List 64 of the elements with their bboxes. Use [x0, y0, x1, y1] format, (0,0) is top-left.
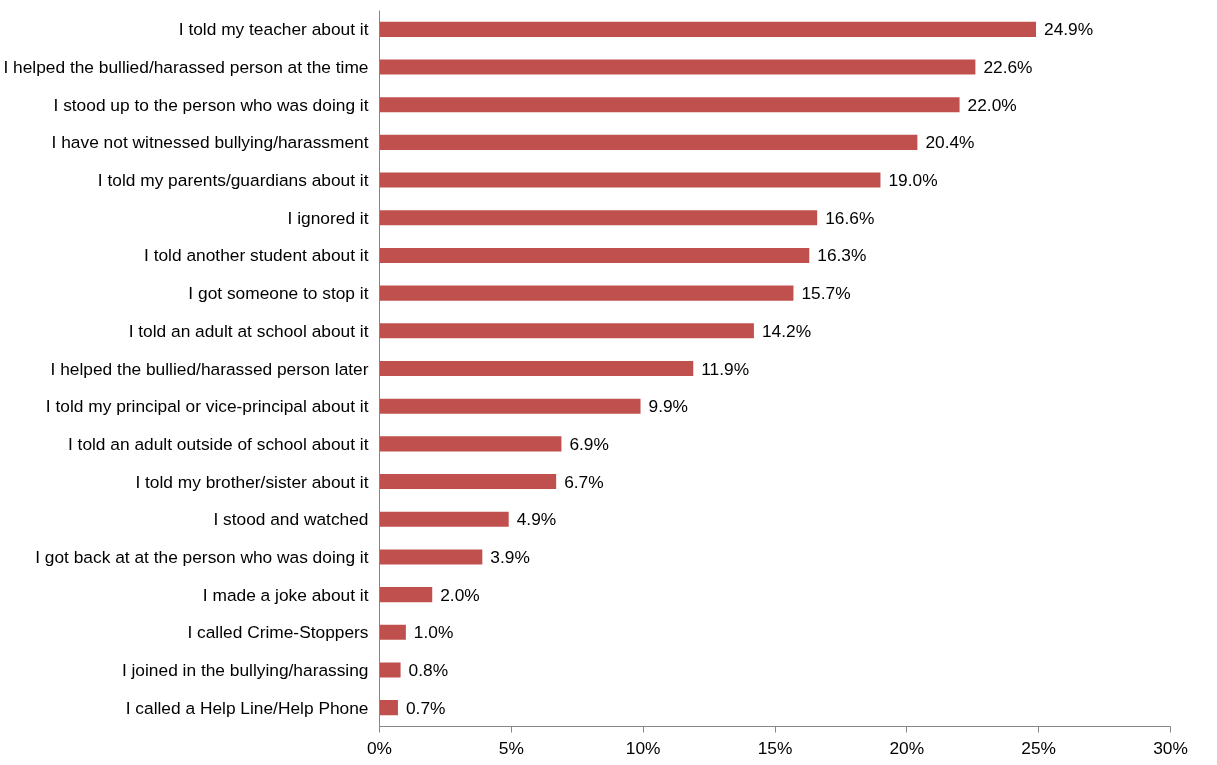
- bar: [379, 134, 918, 150]
- bar: [379, 21, 1037, 37]
- y-tick-label: I have not witnessed bullying/harassment: [51, 132, 369, 153]
- y-tick-label: I got someone to stop it: [188, 283, 369, 304]
- bar: [379, 323, 754, 339]
- y-tick-label: I called Crime-Stoppers: [187, 622, 369, 643]
- data-label: 16.3%: [817, 245, 867, 266]
- data-label: 6.7%: [564, 471, 604, 492]
- bar: [379, 662, 401, 678]
- data-label: 0.8%: [408, 659, 449, 680]
- y-tick-label: I told an adult outside of school about it: [67, 433, 369, 454]
- y-tick-label: I told another student about it: [144, 245, 369, 266]
- data-label: 19.0%: [888, 170, 938, 191]
- y-tick-label: I told an adult at school about it: [128, 320, 369, 341]
- y-tick-label: I joined in the bullying/harassing: [121, 659, 369, 680]
- y-tick-label: I told my parents/guardians about it: [97, 170, 369, 191]
- bar: [379, 398, 641, 414]
- data-label: 3.9%: [490, 546, 530, 567]
- bar: [379, 511, 509, 527]
- data-label: 16.6%: [825, 207, 875, 228]
- bar: [379, 624, 406, 640]
- bar: [379, 172, 881, 188]
- y-tick-label: I helped the bullied/harassed person later: [50, 358, 369, 379]
- data-label: 2.0%: [440, 584, 480, 605]
- y-tick-label: I ignored it: [287, 207, 369, 228]
- bar: [379, 549, 483, 565]
- x-tick-label: 10%: [625, 737, 661, 758]
- bar: [379, 285, 794, 301]
- y-tick-label: I made a joke about it: [202, 584, 369, 605]
- y-tick-label: I told my brother/sister about it: [135, 471, 369, 492]
- data-label: 22.6%: [983, 57, 1033, 78]
- bar: [379, 360, 694, 377]
- bar: [379, 59, 976, 75]
- x-tick-label: 5%: [498, 737, 524, 758]
- data-label: 22.0%: [967, 94, 1017, 115]
- x-tick-label: 15%: [757, 737, 793, 758]
- data-label: 1.0%: [413, 622, 454, 643]
- x-tick-label: 0%: [366, 737, 393, 758]
- y-tick-label: I stood and watched: [213, 509, 369, 530]
- y-tick-label: I got back at at the person who was doing it: [35, 546, 369, 567]
- bar: [379, 436, 562, 452]
- x-tick-label: 30%: [1153, 737, 1188, 758]
- bar: [379, 700, 398, 716]
- bar: [379, 247, 810, 263]
- x-tick-label: 25%: [1021, 737, 1057, 758]
- y-tick-label: I told my principal or vice-principal about it: [45, 396, 369, 417]
- data-label: 6.9%: [569, 433, 609, 454]
- data-label: 14.2%: [761, 320, 812, 341]
- data-label: 11.9%: [701, 358, 750, 379]
- x-tick-label: 20%: [889, 737, 925, 758]
- y-tick-label: I called a Help Line/Help Phone: [125, 697, 369, 718]
- data-label: 0.7%: [405, 697, 446, 718]
- data-label: 15.7%: [801, 283, 851, 304]
- data-label: 4.9%: [516, 509, 557, 530]
- bar: [379, 474, 557, 490]
- y-tick-label: I helped the bullied/harassed person at the time: [3, 57, 369, 78]
- y-tick-label: I told my teacher about it: [178, 19, 369, 40]
- bar: [379, 587, 433, 603]
- bar: [379, 210, 818, 226]
- data-label: 24.9%: [1044, 19, 1094, 40]
- y-tick-label: I stood up to the person who was doing it: [53, 94, 369, 115]
- data-label: 20.4%: [925, 132, 975, 153]
- bar: [379, 97, 960, 113]
- data-label: 9.9%: [648, 396, 689, 417]
